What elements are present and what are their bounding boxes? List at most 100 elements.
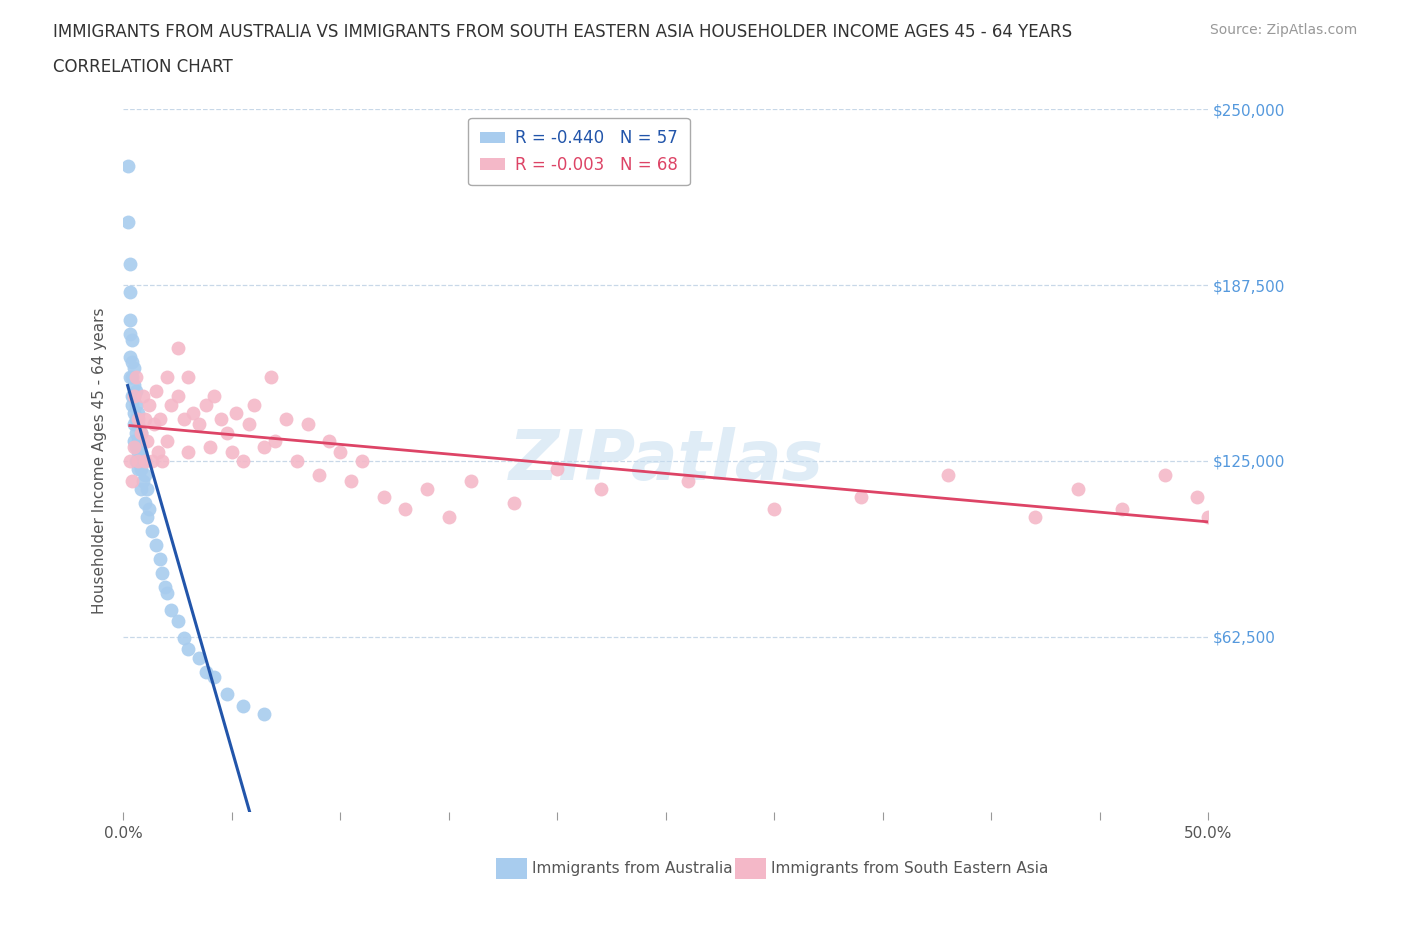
Point xyxy=(329,445,352,459)
Point xyxy=(238,417,260,432)
Point xyxy=(217,687,239,702)
Point xyxy=(129,425,152,440)
Point xyxy=(676,473,699,488)
Point xyxy=(128,417,150,432)
Point xyxy=(121,389,143,404)
Text: Immigrants from Australia: Immigrants from Australia xyxy=(531,861,733,876)
Point xyxy=(156,433,179,448)
Point xyxy=(181,405,204,420)
Point xyxy=(198,439,221,454)
Point xyxy=(128,433,150,448)
Point xyxy=(373,490,395,505)
Point xyxy=(177,369,200,384)
Text: Immigrants from South Eastern Asia: Immigrants from South Eastern Asia xyxy=(772,861,1049,876)
Point xyxy=(118,257,141,272)
Point xyxy=(763,501,786,516)
Point xyxy=(350,454,373,469)
Point xyxy=(118,312,141,327)
Point xyxy=(121,355,143,370)
Point xyxy=(546,462,568,477)
Point xyxy=(503,496,526,511)
Point xyxy=(232,698,254,713)
Point xyxy=(437,510,460,525)
Point xyxy=(253,439,276,454)
Point xyxy=(340,473,363,488)
Text: ZIPatlas: ZIPatlas xyxy=(509,428,824,495)
Point xyxy=(232,454,254,469)
Point xyxy=(129,482,152,497)
Point xyxy=(129,462,152,477)
Point xyxy=(128,405,150,420)
Point xyxy=(125,397,148,412)
Point xyxy=(121,397,143,412)
Point xyxy=(149,411,172,426)
Point xyxy=(204,670,226,684)
Point xyxy=(145,383,167,398)
Point xyxy=(589,482,612,497)
Point xyxy=(160,397,183,412)
Point xyxy=(132,473,155,488)
Point xyxy=(138,501,160,516)
Point xyxy=(134,468,156,483)
Point xyxy=(1024,510,1046,525)
Point xyxy=(173,411,195,426)
Point xyxy=(134,411,156,426)
Point xyxy=(122,361,145,376)
Point xyxy=(125,454,148,469)
Point xyxy=(134,454,156,469)
Point xyxy=(177,445,200,459)
Point xyxy=(194,397,217,412)
Point xyxy=(125,383,148,398)
Point xyxy=(138,397,160,412)
Point xyxy=(225,405,247,420)
Point xyxy=(1111,501,1133,516)
Point xyxy=(134,496,156,511)
Point xyxy=(274,411,297,426)
Text: CORRELATION CHART: CORRELATION CHART xyxy=(53,58,233,75)
Point xyxy=(132,454,155,469)
Point xyxy=(160,603,183,618)
Point xyxy=(217,425,239,440)
Point xyxy=(121,333,143,348)
Point xyxy=(128,445,150,459)
Point xyxy=(121,369,143,384)
Point xyxy=(153,580,176,595)
Point xyxy=(122,417,145,432)
Point xyxy=(132,389,155,404)
Legend: R = -0.440   N = 57, R = -0.003   N = 68: R = -0.440 N = 57, R = -0.003 N = 68 xyxy=(468,118,689,185)
Point xyxy=(204,389,226,404)
Point xyxy=(166,341,188,356)
Point xyxy=(128,411,150,426)
Point xyxy=(156,586,179,601)
Point xyxy=(141,454,163,469)
Point xyxy=(188,417,211,432)
Point xyxy=(122,405,145,420)
Point xyxy=(308,468,330,483)
Point xyxy=(129,445,152,459)
Point xyxy=(125,439,148,454)
Point xyxy=(150,566,173,581)
Point xyxy=(416,482,439,497)
Point xyxy=(122,389,145,404)
Point xyxy=(118,326,141,341)
Point xyxy=(1154,468,1177,483)
Point xyxy=(318,433,340,448)
Point xyxy=(122,439,145,454)
Point xyxy=(1067,482,1090,497)
Point xyxy=(221,445,243,459)
Point xyxy=(121,473,143,488)
Point xyxy=(142,417,165,432)
Point xyxy=(194,664,217,679)
Point xyxy=(188,650,211,665)
Point xyxy=(460,473,482,488)
Point xyxy=(849,490,872,505)
Point xyxy=(253,707,276,722)
Point xyxy=(166,389,188,404)
Point xyxy=(149,551,172,566)
Point xyxy=(173,631,195,645)
Point xyxy=(118,285,141,299)
Point xyxy=(145,538,167,552)
Point xyxy=(209,411,232,426)
Text: Source: ZipAtlas.com: Source: ZipAtlas.com xyxy=(1209,23,1357,37)
Y-axis label: Householder Income Ages 45 - 64 years: Householder Income Ages 45 - 64 years xyxy=(93,308,107,614)
